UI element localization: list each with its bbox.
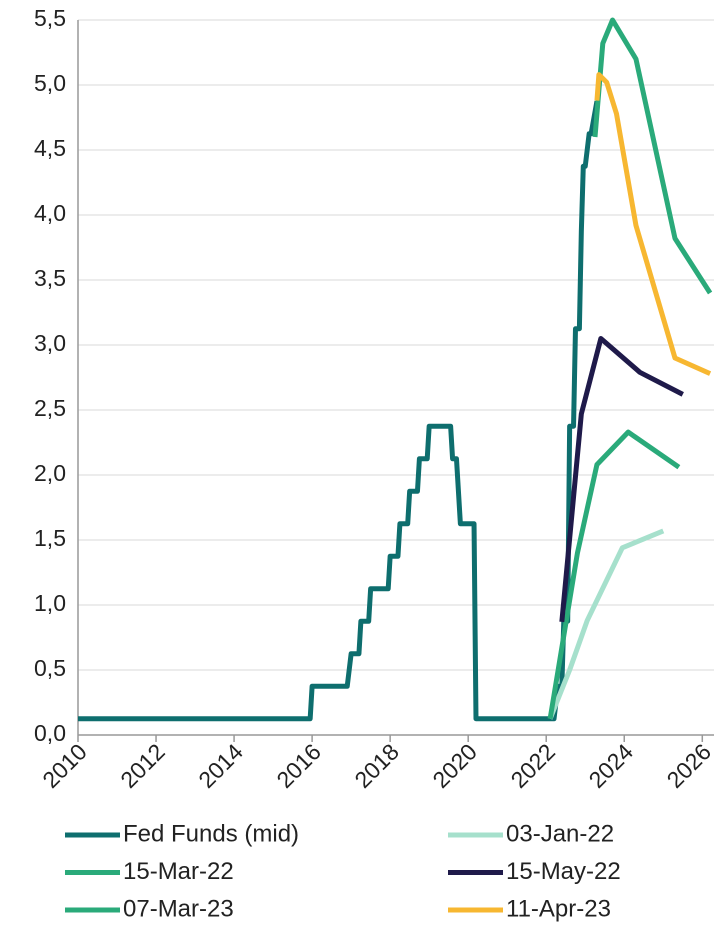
- legend-label: Fed Funds (mid): [123, 820, 299, 847]
- y-tick-label: 2,0: [34, 460, 66, 486]
- y-tick-label: 3,5: [34, 265, 66, 291]
- legend-label: 11-Apr-23: [506, 895, 611, 922]
- x-tick-label: 2026: [662, 738, 717, 793]
- series-line: [78, 100, 600, 722]
- y-tick-label: 5,5: [34, 5, 66, 31]
- x-tick-label: 2024: [584, 738, 639, 793]
- x-tick-label: 2016: [271, 738, 326, 793]
- y-tick-label: 3,0: [34, 330, 66, 356]
- y-tick-label: 4,0: [34, 200, 66, 226]
- series-line: [592, 17, 713, 295]
- series-line: [559, 336, 684, 623]
- y-tick-label: 2,5: [34, 395, 66, 421]
- y-tick-label: 5,0: [34, 70, 66, 96]
- legend-label: 15-Mar-22: [123, 858, 234, 885]
- x-tick-label: 2018: [349, 738, 404, 793]
- series-line: [594, 72, 712, 376]
- y-tick-label: 0,0: [34, 720, 66, 746]
- series-line: [547, 429, 681, 720]
- x-tick-label: 2022: [505, 738, 560, 793]
- y-tick-label: 1,5: [34, 525, 66, 551]
- y-tick-label: 0,5: [34, 655, 66, 681]
- legend-label: 15-May-22: [506, 858, 621, 885]
- y-tick-label: 4,5: [34, 135, 66, 161]
- legend-label: 03-Jan-22: [506, 820, 614, 847]
- x-tick-label: 2014: [193, 738, 248, 793]
- x-tick-label: 2010: [37, 738, 92, 793]
- x-tick-label: 2012: [115, 738, 170, 793]
- legend-label: 07-Mar-23: [123, 895, 234, 922]
- y-tick-label: 1,0: [34, 590, 66, 616]
- x-tick-label: 2020: [427, 738, 482, 793]
- series-line: [547, 528, 665, 720]
